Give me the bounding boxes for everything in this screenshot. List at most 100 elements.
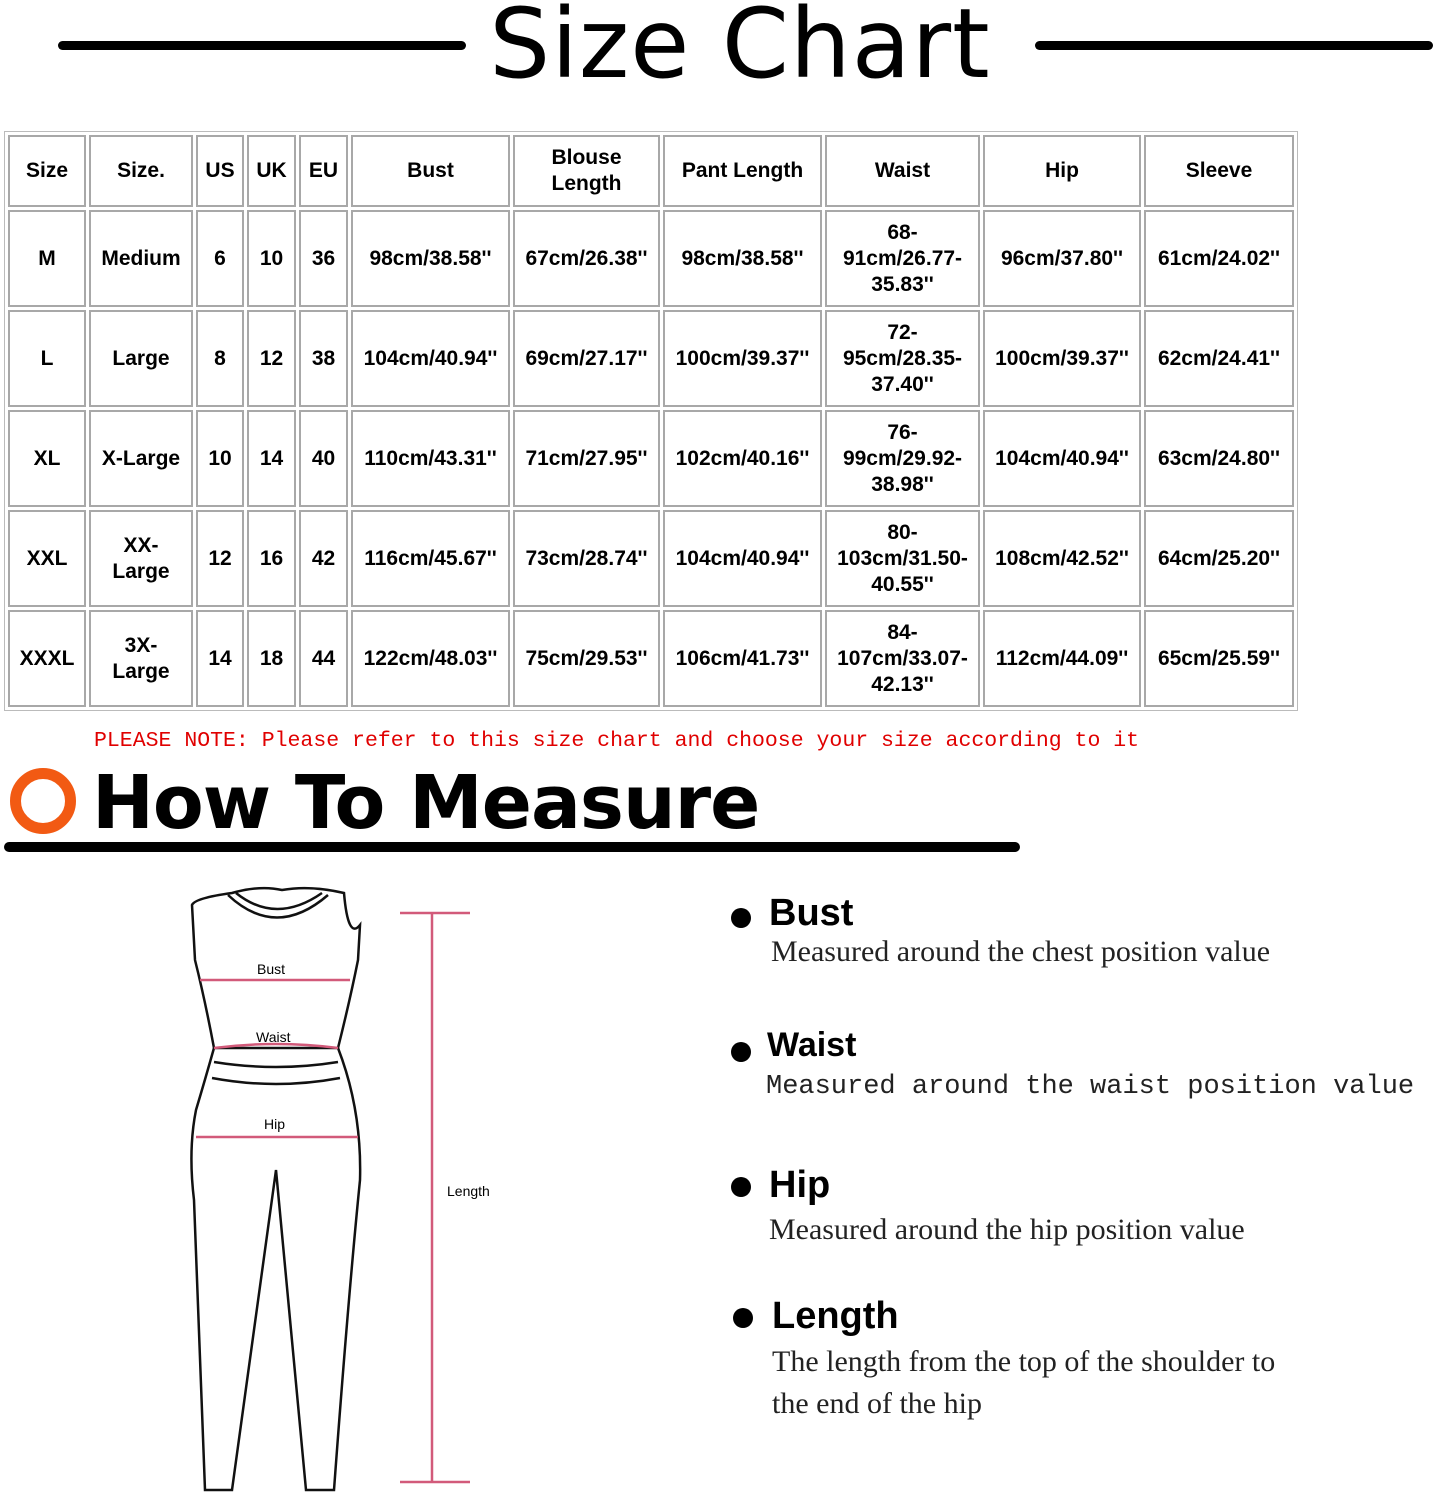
table-cell: 108cm/42.52'' bbox=[983, 510, 1141, 607]
table-cell: 62cm/24.41'' bbox=[1144, 310, 1294, 407]
title-rule-right bbox=[1035, 41, 1433, 50]
table-row: XXL XX-Large 12 16 42 116cm/45.67'' 73cm/28.74… bbox=[8, 510, 1294, 607]
table-cell: X-Large bbox=[89, 410, 193, 507]
table-header-row: Size Size. US UK EU Bust Blouse Length Pant Len… bbox=[8, 135, 1294, 207]
table-cell: 42 bbox=[299, 510, 348, 607]
table-cell: 71cm/27.95'' bbox=[513, 410, 660, 507]
table-cell: XL bbox=[8, 410, 86, 507]
figure-label-hip: Hip bbox=[264, 1116, 285, 1132]
table-cell: 72-95cm/28.35-37.40'' bbox=[825, 310, 980, 407]
table-cell: 63cm/24.80'' bbox=[1144, 410, 1294, 507]
table-header-cell: Hip bbox=[983, 135, 1141, 207]
please-note: PLEASE NOTE: Please refer to this size c… bbox=[94, 729, 1140, 753]
table-header-cell: Pant Length bbox=[663, 135, 822, 207]
table-cell: 104cm/40.94'' bbox=[663, 510, 822, 607]
table-header-cell: Waist bbox=[825, 135, 980, 207]
table-cell: Large bbox=[89, 310, 193, 407]
how-to-measure-heading: How To Measure bbox=[92, 760, 760, 846]
table-cell: L bbox=[8, 310, 86, 407]
table-cell: 12 bbox=[247, 310, 296, 407]
bullet-icon bbox=[731, 1177, 751, 1197]
table-cell: 104cm/40.94'' bbox=[983, 410, 1141, 507]
table-header-cell: US bbox=[196, 135, 244, 207]
table-cell: 84-107cm/33.07-42.13'' bbox=[825, 610, 980, 707]
table-cell: XXXL bbox=[8, 610, 86, 707]
page-title: Size Chart bbox=[489, 0, 991, 100]
table-cell: 16 bbox=[247, 510, 296, 607]
table-cell: 44 bbox=[299, 610, 348, 707]
table-cell: 116cm/45.67'' bbox=[351, 510, 510, 607]
table-cell: 76-99cm/29.92-38.98'' bbox=[825, 410, 980, 507]
size-table: Size Size. US UK EU Bust Blouse Length Pant Len… bbox=[4, 131, 1298, 711]
table-cell: 10 bbox=[196, 410, 244, 507]
figure-label-bust: Bust bbox=[257, 961, 285, 977]
table-cell: XX-Large bbox=[89, 510, 193, 607]
table-cell: 110cm/43.31'' bbox=[351, 410, 510, 507]
item-desc: Measured around the chest position value bbox=[771, 935, 1271, 968]
table-cell: 69cm/27.17'' bbox=[513, 310, 660, 407]
table-cell: 75cm/29.53'' bbox=[513, 610, 660, 707]
item-desc-line2: the end of the hip bbox=[772, 1387, 982, 1420]
bullet-icon bbox=[731, 908, 751, 928]
table-cell: M bbox=[8, 210, 86, 307]
table-row: XL X-Large 10 14 40 110cm/43.31'' 71cm/27.95''… bbox=[8, 410, 1294, 507]
table-header-cell: Bust bbox=[351, 135, 510, 207]
item-title: Bust bbox=[769, 892, 854, 934]
measure-lines bbox=[196, 911, 470, 1484]
table-cell: 98cm/38.58'' bbox=[351, 210, 510, 307]
table-cell: 65cm/25.59'' bbox=[1144, 610, 1294, 707]
table-header-cell: Size. bbox=[89, 135, 193, 207]
jumpsuit-figure: Bust Waist Hip Length bbox=[190, 886, 490, 1492]
table-cell: 36 bbox=[299, 210, 348, 307]
table-cell: 40 bbox=[299, 410, 348, 507]
table-cell: 80-103cm/31.50-40.55'' bbox=[825, 510, 980, 607]
table-cell: 6 bbox=[196, 210, 244, 307]
item-desc: The length from the top of the shoulder … bbox=[772, 1345, 1276, 1378]
table-cell: XXL bbox=[8, 510, 86, 607]
figure-label-length: Length bbox=[447, 1183, 490, 1199]
jumpsuit-outline bbox=[190, 886, 362, 1492]
table-cell: 64cm/25.20'' bbox=[1144, 510, 1294, 607]
table-header-cell: Sleeve bbox=[1144, 135, 1294, 207]
table-row: M Medium 6 10 36 98cm/38.58'' 67cm/26.38'' 98cm… bbox=[8, 210, 1294, 307]
table-cell: 100cm/39.37'' bbox=[663, 310, 822, 407]
table-cell: 10 bbox=[247, 210, 296, 307]
heading-underline bbox=[4, 842, 1020, 852]
item-title: Waist bbox=[767, 1026, 857, 1064]
table-header-cell: Blouse Length bbox=[513, 135, 660, 207]
orange-ring-icon bbox=[10, 768, 76, 834]
table-row: L Large 8 12 38 104cm/40.94'' 69cm/27.17'' 100c… bbox=[8, 310, 1294, 407]
table-cell: 96cm/37.80'' bbox=[983, 210, 1141, 307]
table-header-cell: Size bbox=[8, 135, 86, 207]
table-cell: 8 bbox=[196, 310, 244, 407]
item-title: Hip bbox=[769, 1164, 831, 1206]
table-cell: 68-91cm/26.77-35.83'' bbox=[825, 210, 980, 307]
table-cell: 3X-Large bbox=[89, 610, 193, 707]
item-desc: Measured around the hip position value bbox=[769, 1213, 1245, 1246]
table-cell: 100cm/39.37'' bbox=[983, 310, 1141, 407]
table-cell: Medium bbox=[89, 210, 193, 307]
table-cell: 14 bbox=[247, 410, 296, 507]
table-cell: 104cm/40.94'' bbox=[351, 310, 510, 407]
table-cell: 18 bbox=[247, 610, 296, 707]
table-row: XXXL 3X-Large 14 18 44 122cm/48.03'' 75cm/29.5… bbox=[8, 610, 1294, 707]
table-header-cell: UK bbox=[247, 135, 296, 207]
table-cell: 122cm/48.03'' bbox=[351, 610, 510, 707]
table-cell: 102cm/40.16'' bbox=[663, 410, 822, 507]
table-cell: 12 bbox=[196, 510, 244, 607]
table-cell: 98cm/38.58'' bbox=[663, 210, 822, 307]
table-header-cell: EU bbox=[299, 135, 348, 207]
table-cell: 106cm/41.73'' bbox=[663, 610, 822, 707]
table-cell: 67cm/26.38'' bbox=[513, 210, 660, 307]
title-rule-left bbox=[58, 41, 466, 50]
bullet-icon bbox=[733, 1308, 753, 1328]
item-desc: Measured around the waist position value bbox=[766, 1072, 1415, 1102]
table-cell: 14 bbox=[196, 610, 244, 707]
figure-label-waist: Waist bbox=[256, 1029, 291, 1045]
bullet-icon bbox=[731, 1042, 751, 1062]
table-cell: 61cm/24.02'' bbox=[1144, 210, 1294, 307]
table-cell: 38 bbox=[299, 310, 348, 407]
table-cell: 73cm/28.74'' bbox=[513, 510, 660, 607]
item-title: Length bbox=[772, 1295, 899, 1337]
table-cell: 112cm/44.09'' bbox=[983, 610, 1141, 707]
